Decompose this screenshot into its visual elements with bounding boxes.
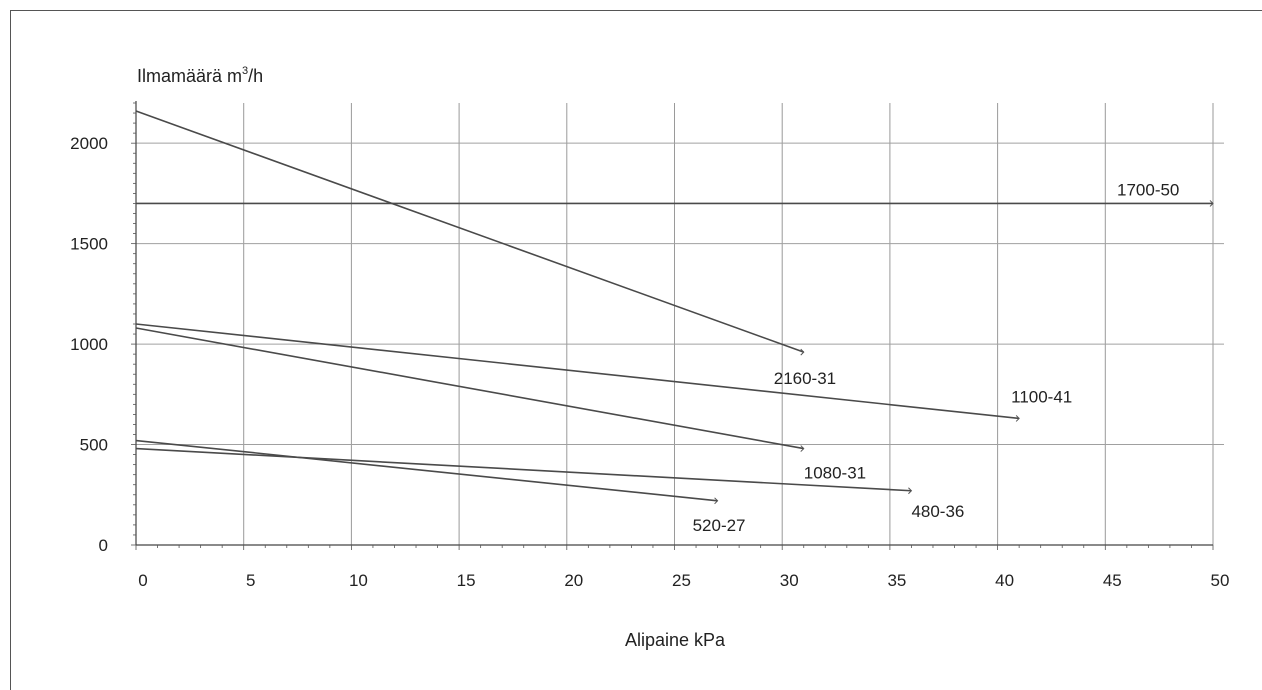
series-label-1700-50: 1700-50 [1117, 180, 1179, 199]
x-tick-label-25: 25 [672, 571, 691, 590]
series-labels: 2160-31 1700-50 1100-41 1080-31 480-36 520-27 [693, 180, 1180, 534]
x-tick-label-30: 30 [780, 571, 799, 590]
y-tick-label-1000: 1000 [70, 335, 108, 354]
x-tick-label-5: 5 [246, 571, 255, 590]
series-line-480-36 [135, 447, 912, 492]
series-lines [135, 110, 1214, 505]
series-end-marker-480-36 [908, 487, 913, 495]
y-tick-label-1500: 1500 [70, 235, 108, 254]
series-line-520-27 [135, 439, 718, 502]
series-end-marker-1080-31 [800, 445, 805, 452]
series-label-1080-31: 1080-31 [804, 464, 866, 483]
series-end-marker-1100-41 [1015, 415, 1020, 422]
x-tick-label-40: 40 [995, 571, 1014, 590]
y-tick-label-0: 0 [99, 536, 108, 555]
series-end-marker-2160-31 [800, 348, 805, 356]
x-tick-label-15: 15 [457, 571, 476, 590]
y-tick-label-2000: 2000 [70, 134, 108, 153]
x-tick-label-20: 20 [564, 571, 583, 590]
x-tick-label-50: 50 [1211, 571, 1230, 590]
series-label-520-27: 520-27 [693, 516, 746, 535]
series-end-marker-1700-50 [1209, 200, 1214, 207]
series-label-480-36: 480-36 [911, 502, 964, 521]
x-tick-label-10: 10 [349, 571, 368, 590]
series-label-1100-41: 1100-41 [1011, 387, 1072, 406]
series-line-2160-31 [135, 110, 805, 353]
x-tick-label-35: 35 [887, 571, 906, 590]
grid-lines [136, 103, 1224, 545]
x-axis-title: Alipaine kPa [625, 630, 726, 650]
series-line-1100-41 [135, 323, 1020, 420]
series-label-2160-31: 2160-31 [774, 369, 836, 388]
chart-frame [10, 10, 1262, 690]
series-end-marker-520-27 [714, 497, 719, 505]
series-line-1080-31 [135, 327, 804, 450]
x-tick-label-45: 45 [1103, 571, 1122, 590]
x-tick-label-0: 0 [138, 571, 147, 590]
y-axis-title: Ilmamäärä m3/h [137, 65, 263, 86]
y-tick-label-500: 500 [80, 436, 108, 455]
